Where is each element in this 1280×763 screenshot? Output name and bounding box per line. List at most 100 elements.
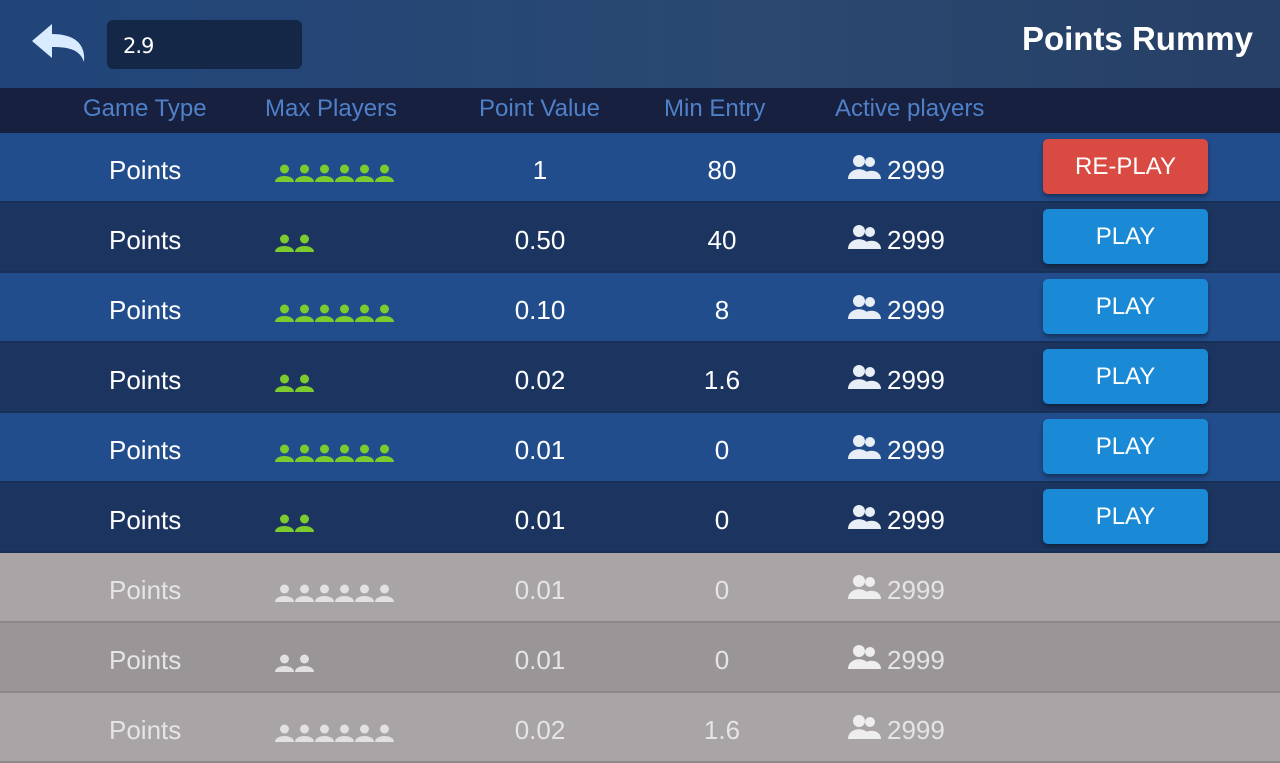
player-icon	[375, 438, 394, 469]
users-icon	[848, 505, 881, 536]
active-count: 2999	[887, 645, 945, 675]
column-headers: Game Type Max Players Point Value Min En…	[0, 88, 1280, 133]
table-row: Points 0.01 0 2999 PLAY	[0, 413, 1280, 483]
game-type: Points	[109, 645, 182, 675]
point-value: 0.01	[514, 435, 566, 465]
game-type: Points	[109, 295, 182, 325]
table-row: Points 0.01 0 2999	[0, 623, 1280, 693]
table-row: Points 0.02 1.6 2999 PLAY	[0, 343, 1280, 413]
max-players	[275, 158, 394, 189]
player-icon	[275, 508, 294, 539]
player-icon	[275, 158, 294, 189]
max-players	[275, 578, 394, 609]
active-count: 2999	[887, 155, 945, 185]
min-entry: 0	[714, 575, 730, 605]
player-icon	[295, 718, 314, 749]
play-button[interactable]: PLAY	[1043, 489, 1208, 544]
play-button[interactable]: PLAY	[1043, 209, 1208, 264]
back-button[interactable]	[30, 22, 88, 64]
player-icon	[335, 718, 354, 749]
max-players	[275, 438, 394, 469]
users-icon	[848, 295, 881, 326]
max-players	[275, 508, 314, 539]
header-active-players: Active players	[835, 95, 985, 122]
player-icon	[295, 438, 314, 469]
users-icon	[848, 645, 881, 676]
users-icon	[848, 575, 881, 606]
min-entry: 40	[707, 225, 737, 255]
min-entry: 1.6	[703, 365, 741, 395]
point-value: 0.50	[514, 225, 566, 255]
player-icon	[295, 578, 314, 609]
back-arrow-icon	[32, 24, 85, 62]
player-icon	[375, 158, 394, 189]
header-point-value: Point Value	[479, 95, 600, 122]
player-icon	[355, 298, 374, 329]
player-icon	[295, 158, 314, 189]
active-players: 2999	[848, 155, 945, 186]
game-type: Points	[109, 225, 182, 255]
game-type: Points	[109, 575, 182, 605]
player-icon	[275, 298, 294, 329]
player-icon	[315, 438, 334, 469]
table-row: Points 0.02 1.6 2999	[0, 693, 1280, 763]
game-type: Points	[109, 435, 182, 465]
player-icon	[295, 368, 314, 399]
table-row: Points 1 80 2999 RE-PLAY	[0, 133, 1280, 203]
active-players: 2999	[848, 575, 945, 606]
max-players	[275, 228, 314, 259]
player-icon	[355, 578, 374, 609]
table-row: Points 0.01 0 2999 PLAY	[0, 483, 1280, 553]
player-icon	[275, 578, 294, 609]
player-icon	[355, 438, 374, 469]
users-icon	[848, 435, 881, 466]
game-type: Points	[109, 505, 182, 535]
player-icon	[275, 368, 294, 399]
active-players: 2999	[848, 225, 945, 256]
users-icon	[848, 155, 881, 186]
play-button[interactable]: PLAY	[1043, 419, 1208, 474]
player-icon	[295, 228, 314, 259]
max-players	[275, 718, 394, 749]
player-icon	[295, 648, 314, 679]
player-icon	[355, 158, 374, 189]
active-players: 2999	[848, 435, 945, 466]
active-players: 2999	[848, 645, 945, 676]
active-count: 2999	[887, 575, 945, 605]
users-icon	[848, 225, 881, 256]
player-icon	[335, 298, 354, 329]
play-button[interactable]: PLAY	[1043, 349, 1208, 404]
point-value: 1	[532, 155, 548, 185]
player-icon	[355, 718, 374, 749]
max-players	[275, 648, 314, 679]
player-icon	[295, 298, 314, 329]
player-icon	[375, 578, 394, 609]
point-value: 0.02	[514, 365, 566, 395]
max-players	[275, 298, 394, 329]
active-count: 2999	[887, 365, 945, 395]
player-icon	[375, 298, 394, 329]
active-count: 2999	[887, 505, 945, 535]
replay-button[interactable]: RE-PLAY	[1043, 139, 1208, 194]
header-game-type: Game Type	[83, 95, 207, 122]
player-icon	[275, 438, 294, 469]
player-icon	[335, 578, 354, 609]
header-max-players: Max Players	[265, 95, 398, 122]
page-title: Points Rummy	[1021, 20, 1253, 57]
point-value: 0.10	[514, 295, 566, 325]
balance-display: 2.9	[107, 20, 302, 69]
active-count: 2999	[887, 435, 945, 465]
point-value: 0.01	[514, 645, 566, 675]
table-row: Points 0.10 8 2999 PLAY	[0, 273, 1280, 343]
play-button[interactable]: PLAY	[1043, 279, 1208, 334]
player-icon	[295, 508, 314, 539]
table-row: Points 0.01 0 2999	[0, 553, 1280, 623]
tables-list: Points 1 80 2999 RE-PLAY Points 0.50 40 2999 PLAY…	[0, 133, 1280, 763]
min-entry: 80	[707, 155, 737, 185]
active-players: 2999	[848, 295, 945, 326]
player-icon	[275, 228, 294, 259]
max-players	[275, 368, 314, 399]
point-value: 0.01	[514, 575, 566, 605]
users-icon	[848, 365, 881, 396]
point-value: 0.01	[514, 505, 566, 535]
